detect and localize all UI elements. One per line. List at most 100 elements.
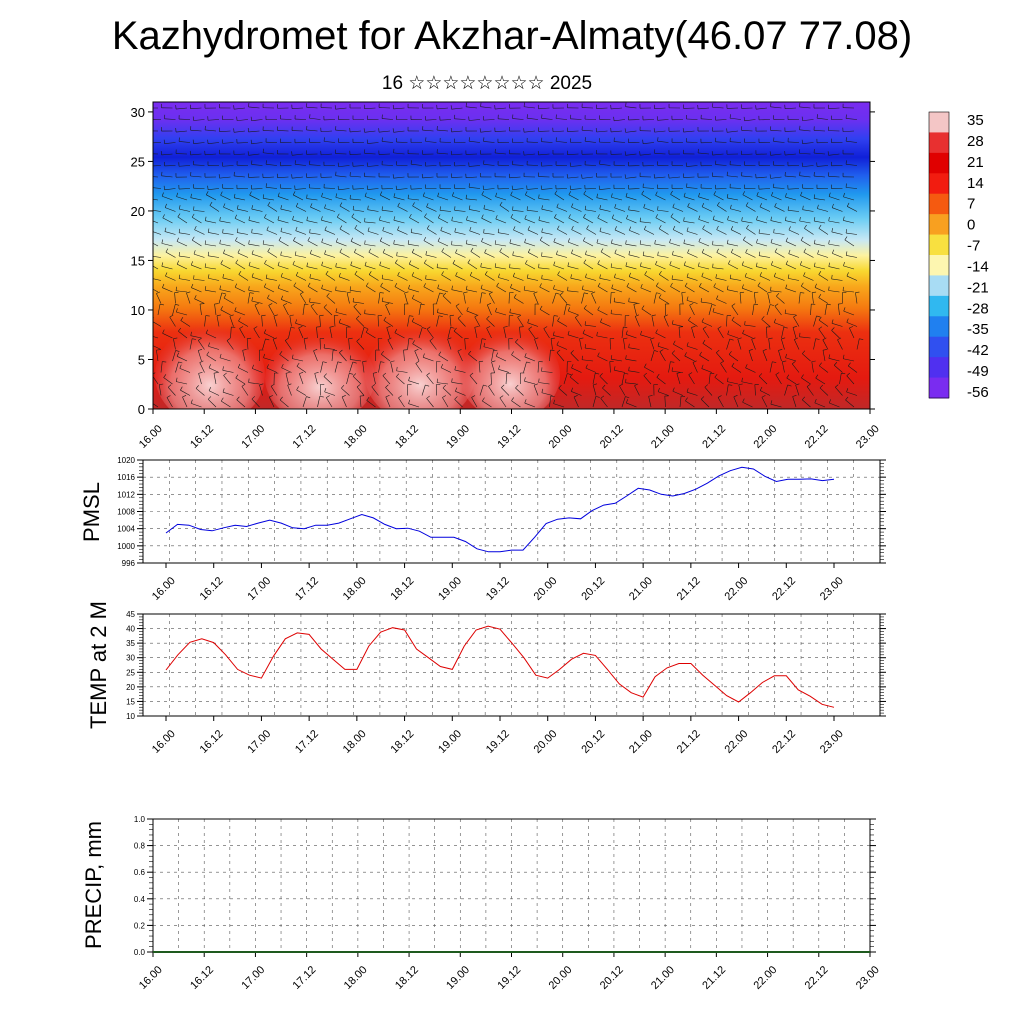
wind-barb-flag	[423, 259, 427, 264]
wind-barb-flag	[425, 250, 428, 255]
wind-barb-flag	[756, 239, 758, 244]
wind-barb-flag	[354, 224, 358, 229]
wind-barb	[701, 276, 713, 281]
wind-barb-flag	[818, 224, 822, 229]
wind-barb-flag	[717, 202, 720, 206]
wind-barb	[364, 130, 376, 133]
wind-barb-flag	[795, 383, 800, 386]
wind-barb-flag	[324, 204, 326, 209]
wind-barb	[324, 141, 336, 143]
wind-barb	[513, 276, 524, 281]
wind-barb	[582, 359, 594, 362]
wind-barb-flag	[214, 303, 219, 305]
wind-barb	[369, 274, 379, 281]
wind-barb	[474, 316, 481, 327]
wind-barb-flag	[726, 285, 729, 290]
wind-barb	[153, 198, 159, 201]
wind-barb	[467, 262, 478, 270]
wind-barb	[323, 307, 333, 316]
wind-barb-flag	[755, 262, 758, 267]
wind-barb	[261, 315, 263, 327]
wind-barb-flag	[756, 192, 759, 196]
wind-barb-flag	[673, 340, 676, 345]
wind-barb	[599, 208, 611, 212]
wind-barb	[599, 278, 611, 281]
wind-barb-flag	[702, 326, 707, 329]
wind-barb-flag	[727, 330, 730, 335]
wind-barb	[354, 274, 365, 281]
wind-barb	[553, 241, 565, 247]
wind-barb	[324, 229, 336, 235]
wind-barb	[757, 285, 768, 293]
wind-barb	[643, 207, 655, 212]
wind-barb-flag	[846, 388, 849, 393]
wind-barb	[495, 218, 507, 224]
wind-barb-flag	[483, 204, 486, 209]
wind-barb-flag	[268, 303, 273, 306]
wind-barb	[600, 321, 611, 327]
wind-barb-flag	[510, 214, 514, 218]
wind-barb	[629, 230, 640, 235]
wind-barb-flag	[221, 292, 226, 295]
wind-barb	[526, 141, 539, 143]
wind-barb-flag	[801, 374, 804, 379]
wind-barb	[190, 175, 202, 178]
wind-barb-flag	[772, 361, 777, 363]
wind-barb	[179, 232, 191, 235]
wind-barb	[466, 310, 478, 316]
wind-barb	[167, 387, 176, 396]
wind-barb	[539, 286, 550, 293]
wind-barb	[699, 286, 710, 293]
wind-barb-flag	[599, 205, 601, 210]
wind-barb	[688, 320, 698, 327]
wind-barb-flag	[494, 263, 497, 268]
wind-barb-flag	[730, 225, 734, 230]
wind-barb-flag	[207, 396, 212, 400]
wind-barb-flag	[236, 396, 240, 400]
precip-grid	[152, 818, 871, 953]
wind-barb	[367, 230, 379, 235]
wind-barb	[782, 361, 785, 373]
wind-barb	[216, 315, 220, 327]
wind-barb-flag	[533, 383, 538, 386]
wind-barb	[385, 396, 391, 408]
y-tick-label: 1004	[117, 525, 135, 534]
wind-barb	[306, 198, 318, 201]
wind-barb	[280, 231, 292, 235]
wind-barb	[773, 187, 785, 189]
colorbar-swatch	[929, 377, 949, 399]
wind-barb-flag	[295, 202, 299, 207]
y-tick-label: 20	[126, 683, 135, 692]
y-tick-label: 5	[138, 352, 145, 367]
wind-barb-flag	[335, 308, 338, 313]
warm-core	[155, 325, 265, 409]
wind-barb-flag	[741, 284, 744, 289]
wind-barb-flag	[597, 306, 600, 311]
wind-barb	[350, 265, 362, 270]
wind-barb	[219, 289, 231, 293]
wind-barb-flag	[169, 314, 174, 318]
wind-barb	[295, 163, 307, 166]
wind-barb	[281, 367, 292, 373]
wind-barb	[759, 233, 771, 235]
wind-barb-flag	[801, 396, 806, 400]
wind-barb-flag	[727, 215, 729, 220]
wind-barb-flag	[513, 294, 517, 298]
wind-barb	[438, 354, 449, 362]
wind-barb-flag	[474, 314, 479, 318]
wind-barb-flag	[291, 354, 294, 359]
wind-barb-flag	[757, 282, 761, 287]
wind-barb	[425, 141, 437, 143]
x-tick-label: 21.12	[675, 728, 703, 756]
wind-barb-flag	[568, 214, 571, 219]
wind-barb	[557, 320, 568, 327]
wind-barb-flag	[482, 397, 485, 402]
wind-barb-flag	[296, 362, 300, 367]
wind-barb	[403, 350, 405, 362]
wind-barb-flag	[558, 385, 562, 389]
wind-barb-flag	[654, 239, 656, 244]
wind-barb	[756, 242, 768, 247]
wind-barb-flag	[306, 216, 308, 221]
temp-series-line	[165, 625, 835, 708]
wind-barb	[625, 358, 637, 362]
